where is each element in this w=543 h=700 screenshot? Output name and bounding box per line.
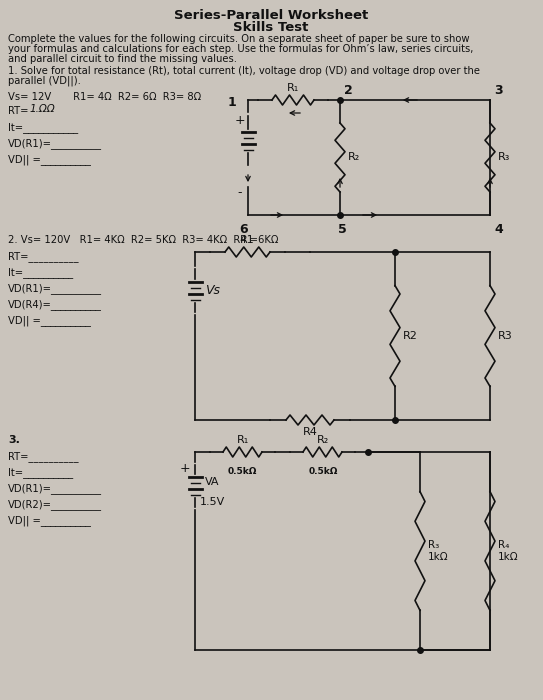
Text: R₁: R₁ xyxy=(287,83,299,93)
Text: R₃: R₃ xyxy=(498,153,510,162)
Text: and parallel circuit to find the missing values.: and parallel circuit to find the missing… xyxy=(8,54,237,64)
Text: RT=__________: RT=__________ xyxy=(8,451,79,462)
Text: 1: 1 xyxy=(228,95,236,108)
Text: 5: 5 xyxy=(338,223,346,236)
Text: 2. Vs= 120V   R1= 4KΩ  R2= 5KΩ  R3= 4KΩ  R4 =6KΩ: 2. Vs= 120V R1= 4KΩ R2= 5KΩ R3= 4KΩ R4 =… xyxy=(8,235,279,245)
Text: R1: R1 xyxy=(240,235,255,245)
Text: Vs: Vs xyxy=(205,284,220,297)
Text: It=__________: It=__________ xyxy=(8,267,73,278)
Text: VD(R1)=__________: VD(R1)=__________ xyxy=(8,138,102,149)
Text: VD|| =__________: VD|| =__________ xyxy=(8,515,91,526)
Text: R₁: R₁ xyxy=(236,435,249,445)
Text: VA: VA xyxy=(205,477,219,487)
Text: R₂: R₂ xyxy=(317,435,329,445)
Text: Skills Test: Skills Test xyxy=(233,21,308,34)
Text: +: + xyxy=(235,114,245,127)
Text: R₂: R₂ xyxy=(348,153,360,162)
Text: Series-Parallel Worksheet: Series-Parallel Worksheet xyxy=(174,9,368,22)
Text: Complete the values for the following circuits. On a separate sheet of paper be : Complete the values for the following ci… xyxy=(8,34,470,44)
Text: It=___________: It=___________ xyxy=(8,122,78,133)
Text: VD(R1)=__________: VD(R1)=__________ xyxy=(8,283,102,294)
Text: 0.5kΩ: 0.5kΩ xyxy=(228,467,257,476)
Text: R₄
1kΩ: R₄ 1kΩ xyxy=(498,540,519,562)
Text: VD|| =__________: VD|| =__________ xyxy=(8,315,91,326)
Text: 6: 6 xyxy=(239,223,248,236)
Text: R4: R4 xyxy=(302,427,318,437)
Text: 2: 2 xyxy=(344,83,353,97)
Text: Vs= 12V       R1= 4Ω  R2= 6Ω  R3= 8Ω: Vs= 12V R1= 4Ω R2= 6Ω R3= 8Ω xyxy=(8,92,201,102)
Text: VD(R4)=__________: VD(R4)=__________ xyxy=(8,299,102,310)
Text: RT=: RT= xyxy=(8,106,31,116)
Text: -: - xyxy=(238,186,242,199)
Text: 0.5kΩ: 0.5kΩ xyxy=(308,467,338,476)
Text: 3: 3 xyxy=(494,83,503,97)
Text: 4: 4 xyxy=(494,223,503,236)
Text: 3.: 3. xyxy=(8,435,20,445)
Text: VD(R2)=__________: VD(R2)=__________ xyxy=(8,499,102,510)
Text: your formulas and calculations for each step. Use the formulas for Ohm’s law, se: your formulas and calculations for each … xyxy=(8,44,473,54)
Text: 1.5V: 1.5V xyxy=(200,497,225,507)
Text: It=__________: It=__________ xyxy=(8,467,73,478)
Text: R3: R3 xyxy=(498,331,513,341)
Text: RT=__________: RT=__________ xyxy=(8,251,79,262)
Text: VD(R1)=__________: VD(R1)=__________ xyxy=(8,483,102,494)
Text: 1.ΩΩ: 1.ΩΩ xyxy=(30,104,55,114)
Text: R2: R2 xyxy=(403,331,418,341)
Text: VD|| =__________: VD|| =__________ xyxy=(8,154,91,165)
Text: parallel (VD||).: parallel (VD||). xyxy=(8,76,81,87)
Text: R₃
1kΩ: R₃ 1kΩ xyxy=(428,540,449,562)
Text: +: + xyxy=(180,462,190,475)
Text: 1. Solve for total resistance (Rt), total current (It), voltage drop (VD) and vo: 1. Solve for total resistance (Rt), tota… xyxy=(8,66,480,76)
